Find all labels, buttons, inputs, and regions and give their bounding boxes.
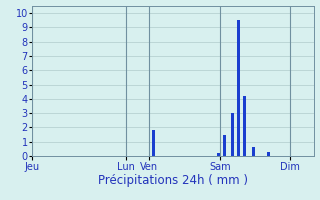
Bar bbox=[243, 96, 246, 156]
Bar bbox=[252, 147, 255, 156]
X-axis label: Précipitations 24h ( mm ): Précipitations 24h ( mm ) bbox=[98, 174, 248, 187]
Bar bbox=[152, 130, 155, 156]
Bar bbox=[217, 153, 220, 156]
Bar bbox=[231, 113, 235, 156]
Bar bbox=[237, 20, 240, 156]
Bar bbox=[267, 152, 270, 156]
Bar bbox=[223, 135, 226, 156]
